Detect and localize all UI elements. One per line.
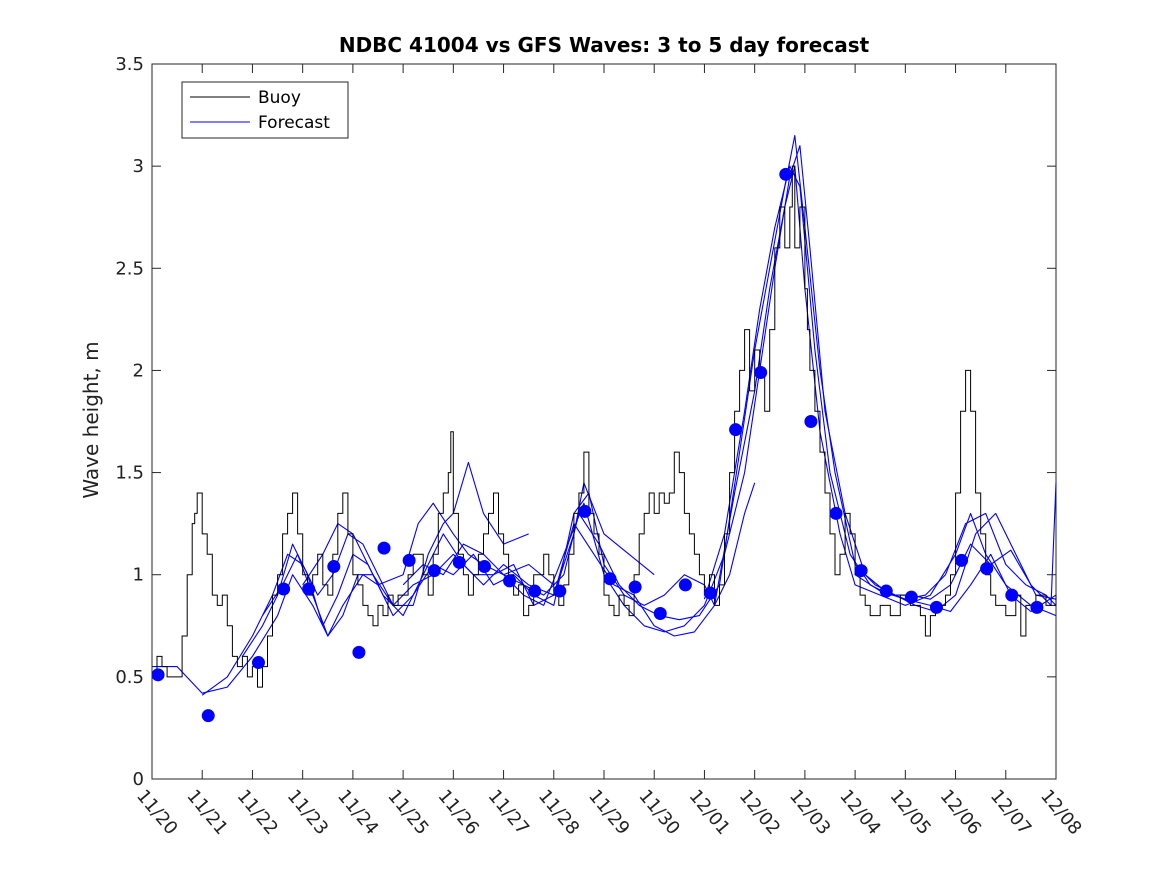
y-tick-label: 2 xyxy=(133,360,144,381)
y-tick-label: 3.5 xyxy=(115,54,144,75)
forecast-marker xyxy=(452,555,466,569)
legend-box xyxy=(181,81,349,139)
forecast-marker xyxy=(628,580,642,594)
y-axis-label: Wave height, m xyxy=(79,341,103,498)
forecast-marker xyxy=(277,582,291,596)
y-axis: 0 0.5 1 1.5 2 2.5 3 3.5 xyxy=(115,54,1056,790)
forecast-marker xyxy=(678,578,692,592)
forecast-marker xyxy=(653,607,667,621)
forecast-marker xyxy=(251,656,265,670)
y-tick-label: 3 xyxy=(133,156,144,177)
series-layer xyxy=(152,134,1057,696)
forecast-line-2 xyxy=(201,461,529,696)
forecast-marker xyxy=(729,423,743,437)
forecast-line-5 xyxy=(302,165,1057,637)
forecast-marker xyxy=(553,584,567,598)
y-tick-label: 0 xyxy=(133,769,144,790)
forecast-marker xyxy=(377,541,391,555)
forecast-marker xyxy=(302,582,316,596)
y-tick-label: 1 xyxy=(133,565,144,586)
forecast-markers xyxy=(151,167,1044,723)
forecast-marker xyxy=(1005,588,1019,602)
y-tick-label: 0.5 xyxy=(115,667,144,688)
forecast-marker xyxy=(201,709,215,723)
legend: Buoy Forecast xyxy=(181,81,349,139)
buoy-line xyxy=(152,165,1057,688)
forecast-marker xyxy=(603,572,617,586)
forecast-marker xyxy=(904,590,918,604)
forecast-marker xyxy=(578,504,592,518)
forecast-marker xyxy=(980,562,994,576)
forecast-marker xyxy=(477,560,491,574)
forecast-marker xyxy=(1030,600,1044,614)
chart-title: NDBC 41004 vs GFS Waves: 3 to 5 day fore… xyxy=(339,33,870,57)
forecast-marker xyxy=(402,553,416,567)
legend-forecast-label: Forecast xyxy=(258,113,330,133)
forecast-marker xyxy=(503,574,517,588)
forecast-marker xyxy=(879,584,893,598)
forecast-marker xyxy=(854,564,868,578)
forecast-marker xyxy=(779,167,793,181)
forecast-marker xyxy=(829,506,843,520)
forecast-line-6 xyxy=(402,145,1057,633)
forecast-marker xyxy=(703,586,717,600)
forecast-marker xyxy=(528,584,542,598)
forecast-marker xyxy=(929,600,943,614)
forecast-marker xyxy=(427,564,441,578)
legend-buoy-label: Buoy xyxy=(258,88,301,108)
y-tick-label: 2.5 xyxy=(115,258,144,279)
y-tick-label: 1.5 xyxy=(115,463,144,484)
forecast-marker xyxy=(352,645,366,659)
forecast-marker xyxy=(955,553,969,567)
forecast-marker xyxy=(327,560,341,574)
forecast-marker xyxy=(754,365,768,379)
forecast-marker xyxy=(151,668,165,682)
forecast-marker xyxy=(804,415,818,428)
